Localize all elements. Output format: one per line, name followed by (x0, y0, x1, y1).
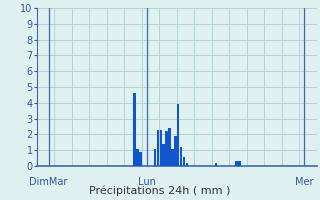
Bar (154, 149, 156, 166)
Bar (215, 163, 217, 166)
Bar (174, 136, 177, 166)
Bar (159, 130, 162, 166)
Bar (183, 157, 185, 166)
Bar (186, 163, 188, 166)
Bar (177, 104, 180, 166)
Bar (180, 147, 182, 166)
Bar (156, 130, 159, 166)
Bar (136, 149, 139, 166)
Bar (163, 144, 165, 166)
Bar (133, 93, 136, 166)
Text: Précipitations 24h ( mm ): Précipitations 24h ( mm ) (89, 186, 231, 196)
Text: Lun: Lun (139, 177, 156, 187)
Text: Mer: Mer (295, 177, 314, 187)
Bar (238, 161, 241, 166)
Text: DimMar: DimMar (29, 177, 68, 187)
Bar (168, 128, 171, 166)
Bar (171, 149, 174, 166)
Bar (139, 152, 141, 166)
Bar (235, 161, 238, 166)
Bar (165, 131, 168, 166)
